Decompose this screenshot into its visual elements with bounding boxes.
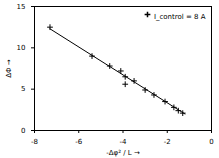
svg-text:-4: -4 [120, 138, 128, 146]
svg-text:I_control = 8 A: I_control = 8 A [154, 13, 206, 21]
svg-text:-6: -6 [75, 138, 83, 146]
svg-text:10: 10 [17, 44, 26, 52]
svg-text:0: 0 [21, 127, 25, 135]
svg-text:5: 5 [21, 85, 25, 93]
svg-text:-Δφ² / L →: -Δφ² / L → [106, 149, 140, 157]
svg-text:0: 0 [209, 138, 213, 146]
svg-text:15: 15 [17, 3, 26, 11]
svg-text:-2: -2 [164, 138, 171, 146]
svg-text:-8: -8 [31, 138, 38, 146]
svg-text:ΔΦ →: ΔΦ → [5, 59, 13, 78]
